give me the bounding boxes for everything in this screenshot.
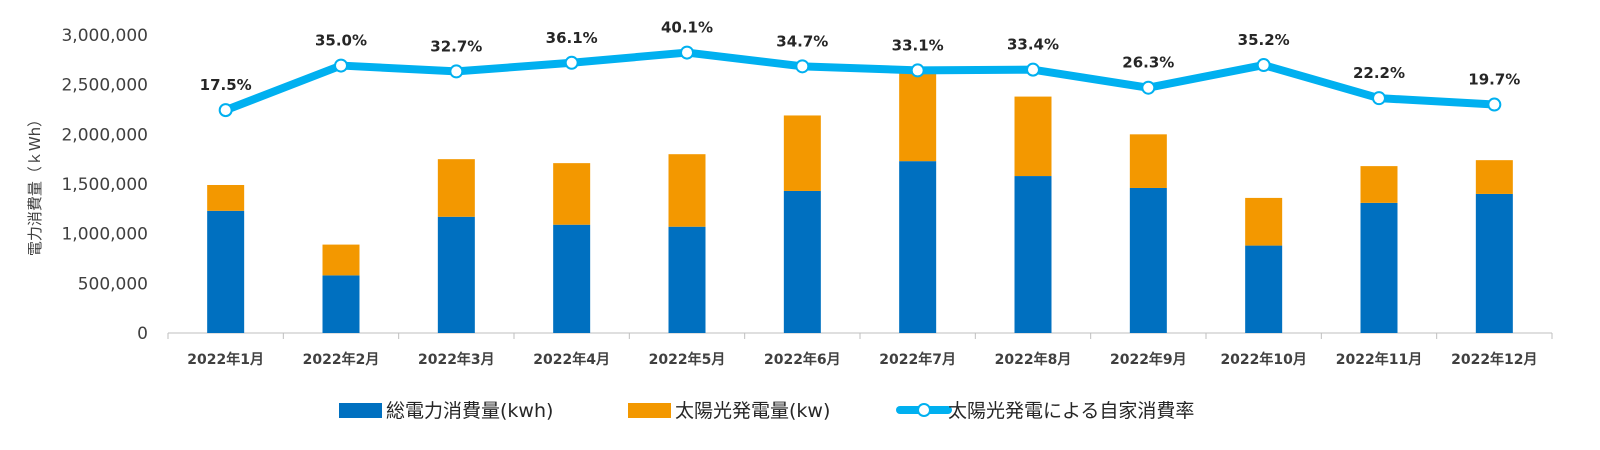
x-axis-tick-marks	[167, 333, 1553, 339]
data-label-rate: 34.7%	[776, 32, 828, 50]
legend-label-total-consumption: 総電力消費量(kwh)	[386, 400, 553, 422]
data-label-rate: 35.2%	[1238, 31, 1290, 49]
data-label-rate: 32.7%	[430, 37, 482, 55]
legend-swatch-solar-generation	[628, 403, 671, 418]
bar-total-consumption	[553, 224, 591, 333]
data-label-rate: 33.4%	[1007, 36, 1059, 54]
line-point-marker	[1372, 91, 1386, 106]
data-label-rate: 22.2%	[1353, 64, 1405, 82]
legend-label-self-consumption-rate: 太陽光発電による自家消費率	[948, 400, 1194, 422]
x-tick-label: 2022年5月	[649, 351, 726, 368]
line-point-marker	[680, 45, 694, 60]
x-tick-label: 2022年3月	[418, 351, 495, 368]
line-point-marker	[910, 63, 925, 78]
line-point-marker	[334, 58, 348, 73]
bar-solar-generation	[322, 244, 360, 276]
line-point-marker	[1026, 62, 1040, 77]
x-tick-label: 2022年2月	[303, 351, 380, 368]
line-self-consumption-rate	[221, 48, 1499, 115]
x-tick-label: 2022年6月	[764, 351, 841, 368]
y-tick-label: 3,000,000	[61, 26, 148, 46]
line-point-marker	[218, 103, 233, 118]
data-label-rate: 40.1%	[661, 19, 713, 37]
bar-total-consumption	[1475, 193, 1513, 333]
x-axis-labels: 2022年1月 2022年2月 2022年3月 2022年4月 2022年5月 2022年…	[187, 351, 1537, 368]
x-tick-label: 2022年1月	[187, 351, 264, 368]
bar-total-consumption	[668, 226, 706, 333]
bar-total-consumption	[1245, 245, 1283, 333]
bar-solar-generation	[668, 154, 706, 227]
y-tick-label: 2,500,000	[61, 76, 148, 96]
line-series-layer: 17.5% 35.0% 32.7% 36.1% 40.1% 34.7% 33.1% 33.4%…	[200, 19, 1520, 118]
bar-total-consumption	[899, 161, 937, 333]
bar-solar-generation	[783, 115, 821, 191]
y-axis-title: 電力消費量（ｋWh）	[26, 112, 44, 256]
bar-solar-generation	[1475, 160, 1513, 194]
x-tick-label: 2022年4月	[533, 351, 610, 368]
data-label-rate: 33.1%	[892, 36, 944, 54]
data-label-rate: 36.1%	[546, 29, 598, 47]
bar-group	[207, 70, 1513, 333]
bar-total-consumption	[1360, 202, 1398, 333]
y-tick-label: 0	[137, 324, 148, 344]
line-point-marker	[449, 64, 464, 79]
x-tick-label: 2022年12月	[1451, 351, 1537, 368]
x-tick-label: 2022年10月	[1220, 351, 1306, 368]
data-label-rate: 35.0%	[315, 32, 367, 50]
bar-solar-generation	[1014, 96, 1052, 177]
bar-solar-generation	[1129, 134, 1167, 188]
bar-total-consumption	[1129, 187, 1167, 333]
data-label-rate: 19.7%	[1468, 71, 1520, 89]
line-point-marker	[1141, 80, 1156, 95]
x-tick-label: 2022年9月	[1110, 351, 1187, 368]
legend-label-solar-generation: 太陽光発電量(kw)	[675, 400, 830, 422]
bar-solar-generation	[207, 184, 245, 211]
y-axis-ticks: 0 500,000 1,000,000 1,500,000 2,000,000 2,500…	[61, 26, 148, 344]
legend: 総電力消費量(kwh) 太陽光発電量(kw) 太陽光発電による自家消費率	[339, 400, 1194, 422]
bar-total-consumption	[322, 275, 360, 333]
x-tick-label: 2022年11月	[1336, 351, 1422, 368]
bar-solar-generation	[1360, 166, 1398, 203]
y-tick-label: 500,000	[78, 274, 148, 294]
bar-total-consumption	[207, 210, 245, 333]
legend-swatch-self-consumption-marker	[917, 403, 931, 417]
bar-solar-generation	[437, 159, 475, 217]
line-point-marker	[564, 55, 579, 70]
y-tick-label: 1,000,000	[61, 225, 148, 245]
x-tick-label: 2022年8月	[995, 351, 1072, 368]
data-label-rate: 26.3%	[1122, 54, 1174, 72]
y-tick-label: 1,500,000	[61, 175, 148, 195]
data-label-rate: 17.5%	[200, 76, 252, 94]
bar-total-consumption	[437, 216, 475, 333]
bar-total-consumption	[1014, 176, 1052, 333]
y-tick-label: 2,000,000	[61, 125, 148, 145]
bar-solar-generation	[899, 70, 937, 162]
x-tick-label: 2022年7月	[879, 351, 956, 368]
line-point-marker	[1487, 97, 1502, 112]
line-point-marker	[1256, 58, 1271, 73]
legend-swatch-total-consumption	[339, 403, 382, 418]
bar-total-consumption	[783, 190, 821, 333]
bar-solar-generation	[553, 163, 591, 225]
line-point-marker	[795, 59, 810, 74]
bar-solar-generation	[1245, 197, 1283, 246]
